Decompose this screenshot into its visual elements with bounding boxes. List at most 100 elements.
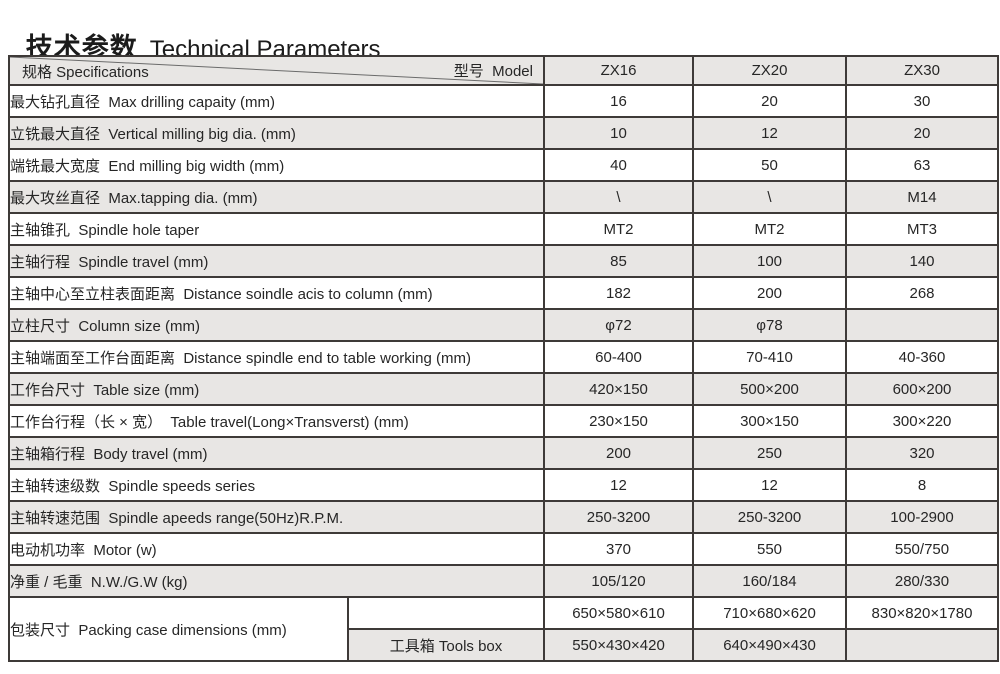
value-cell: 550/750 [845, 532, 999, 566]
value-cell: 20 [845, 116, 999, 150]
row-label: 最大攻丝直径 Max.tapping dia. (mm) [8, 180, 545, 214]
row-label: 立铣最大直径 Vertical milling big dia. (mm) [8, 116, 545, 150]
value-cell: 300×150 [692, 404, 847, 438]
value-cell: 250 [692, 436, 847, 470]
diagonal-divider-line [10, 57, 543, 84]
value-cell: MT2 [543, 212, 694, 246]
table-row: 主轴中心至立柱表面距离 Distance soindle acis to col… [8, 276, 999, 310]
value-cell: 60-400 [543, 340, 694, 374]
value-cell: 550×430×420 [543, 628, 694, 662]
value-cell: 320 [845, 436, 999, 470]
table-row: 主轴箱行程 Body travel (mm) 200 250 320 [8, 436, 999, 470]
row-label: 主轴中心至立柱表面距离 Distance soindle acis to col… [8, 276, 545, 310]
value-cell: 250-3200 [692, 500, 847, 534]
value-cell: 10 [543, 116, 694, 150]
value-cell: 20 [692, 84, 847, 118]
row-label: 立柱尺寸 Column size (mm) [8, 308, 545, 342]
header-diagonal-cell: 规格 Specifications 型号 Model [8, 55, 545, 86]
value-cell: 12 [692, 468, 847, 502]
row-label: 主轴箱行程 Body travel (mm) [8, 436, 545, 470]
value-cell: 830×820×1780 [845, 596, 999, 630]
technical-parameters-table: 规格 Specifications 型号 Model ZX16 ZX20 ZX3… [8, 55, 999, 662]
model-column-zx16: ZX16 [543, 55, 694, 86]
row-label: 主轴锥孔 Spindle hole taper [8, 212, 545, 246]
value-cell: 182 [543, 276, 694, 310]
value-cell: φ78 [692, 308, 847, 342]
row-label: 净重 / 毛重 N.W./G.W (kg) [8, 564, 545, 598]
row-label: 主轴转速范围 Spindle apeeds range(50Hz)R.P.M. [8, 500, 545, 534]
table-row: 主轴行程 Spindle travel (mm) 85 100 140 [8, 244, 999, 278]
value-cell: 40 [543, 148, 694, 182]
value-cell: 230×150 [543, 404, 694, 438]
row-label: 主轴转速级数 Spindle speeds series [8, 468, 545, 502]
value-cell: 12 [692, 116, 847, 150]
table-header-row: 规格 Specifications 型号 Model ZX16 ZX20 ZX3… [8, 55, 999, 86]
value-cell: 280/330 [845, 564, 999, 598]
value-cell: 650×580×610 [543, 596, 694, 630]
value-cell: 85 [543, 244, 694, 278]
row-label: 电动机功率 Motor (w) [8, 532, 545, 566]
table-row: 净重 / 毛重 N.W./G.W (kg) 105/120 160/184 28… [8, 564, 999, 598]
spec-header-label: 规格 Specifications [22, 64, 149, 81]
table-row: 主轴锥孔 Spindle hole taper MT2 MT2 MT3 [8, 212, 999, 246]
packing-row-label: 包装尺寸 Packing case dimensions (mm) [8, 596, 349, 662]
packing-sub-empty-cell [347, 596, 545, 630]
table-row: 电动机功率 Motor (w) 370 550 550/750 [8, 532, 999, 566]
value-cell: 100 [692, 244, 847, 278]
tools-box-label: 工具箱 Tools box [347, 628, 545, 662]
value-cell: φ72 [543, 308, 694, 342]
row-label: 最大钻孔直径 Max drilling capaity (mm) [8, 84, 545, 118]
row-label: 工作台行程（长 × 宽） Table travel(Long×Transvers… [8, 404, 545, 438]
row-label: 主轴行程 Spindle travel (mm) [8, 244, 545, 278]
value-cell: M14 [845, 180, 999, 214]
table-row: 主轴端面至工作台面距离 Distance spindle end to tabl… [8, 340, 999, 374]
value-cell: 250-3200 [543, 500, 694, 534]
value-cell [845, 628, 999, 662]
value-cell: 63 [845, 148, 999, 182]
table-row: 立柱尺寸 Column size (mm) φ72 φ78 [8, 308, 999, 342]
table-row: 最大攻丝直径 Max.tapping dia. (mm) \ \ M14 [8, 180, 999, 214]
tools-box-row: 工具箱 Tools box 550×430×420 640×490×430 [9, 628, 999, 662]
table-row: 主轴转速级数 Spindle speeds series 12 12 8 [8, 468, 999, 502]
value-cell: 12 [543, 468, 694, 502]
model-column-zx30: ZX30 [845, 55, 999, 86]
row-label: 主轴端面至工作台面距离 Distance spindle end to tabl… [8, 340, 545, 374]
value-cell: 200 [692, 276, 847, 310]
value-cell: 268 [845, 276, 999, 310]
value-cell: 600×200 [845, 372, 999, 406]
value-cell: 300×220 [845, 404, 999, 438]
value-cell: 420×150 [543, 372, 694, 406]
value-cell: 40-360 [845, 340, 999, 374]
table-row: 端铣最大宽度 End milling big width (mm) 40 50 … [8, 148, 999, 182]
value-cell: 30 [845, 84, 999, 118]
value-cell: \ [543, 180, 694, 214]
value-cell: 500×200 [692, 372, 847, 406]
value-cell: 640×490×430 [692, 628, 847, 662]
row-label: 工作台尺寸 Table size (mm) [8, 372, 545, 406]
value-cell: 50 [692, 148, 847, 182]
value-cell: 100-2900 [845, 500, 999, 534]
model-header-label: 型号 Model [453, 63, 533, 80]
model-column-zx20: ZX20 [692, 55, 847, 86]
value-cell: \ [692, 180, 847, 214]
value-cell: 70-410 [692, 340, 847, 374]
value-cell: 160/184 [692, 564, 847, 598]
table-row: 工作台行程（长 × 宽） Table travel(Long×Transvers… [8, 404, 999, 438]
value-cell: 105/120 [543, 564, 694, 598]
value-cell: 710×680×620 [692, 596, 847, 630]
table-row: 立铣最大直径 Vertical milling big dia. (mm) 10… [8, 116, 999, 150]
packing-case-row: 包装尺寸 Packing case dimensions (mm) 650×58… [8, 596, 999, 662]
value-cell: MT2 [692, 212, 847, 246]
row-label: 端铣最大宽度 End milling big width (mm) [8, 148, 545, 182]
value-cell: 370 [543, 532, 694, 566]
table-row: 主轴转速范围 Spindle apeeds range(50Hz)R.P.M. … [8, 500, 999, 534]
value-cell [845, 308, 999, 342]
value-cell: MT3 [845, 212, 999, 246]
value-cell: 200 [543, 436, 694, 470]
value-cell: 550 [692, 532, 847, 566]
table-row: 工作台尺寸 Table size (mm) 420×150 500×200 60… [8, 372, 999, 406]
value-cell: 8 [845, 468, 999, 502]
value-cell: 140 [845, 244, 999, 278]
value-cell: 16 [543, 84, 694, 118]
